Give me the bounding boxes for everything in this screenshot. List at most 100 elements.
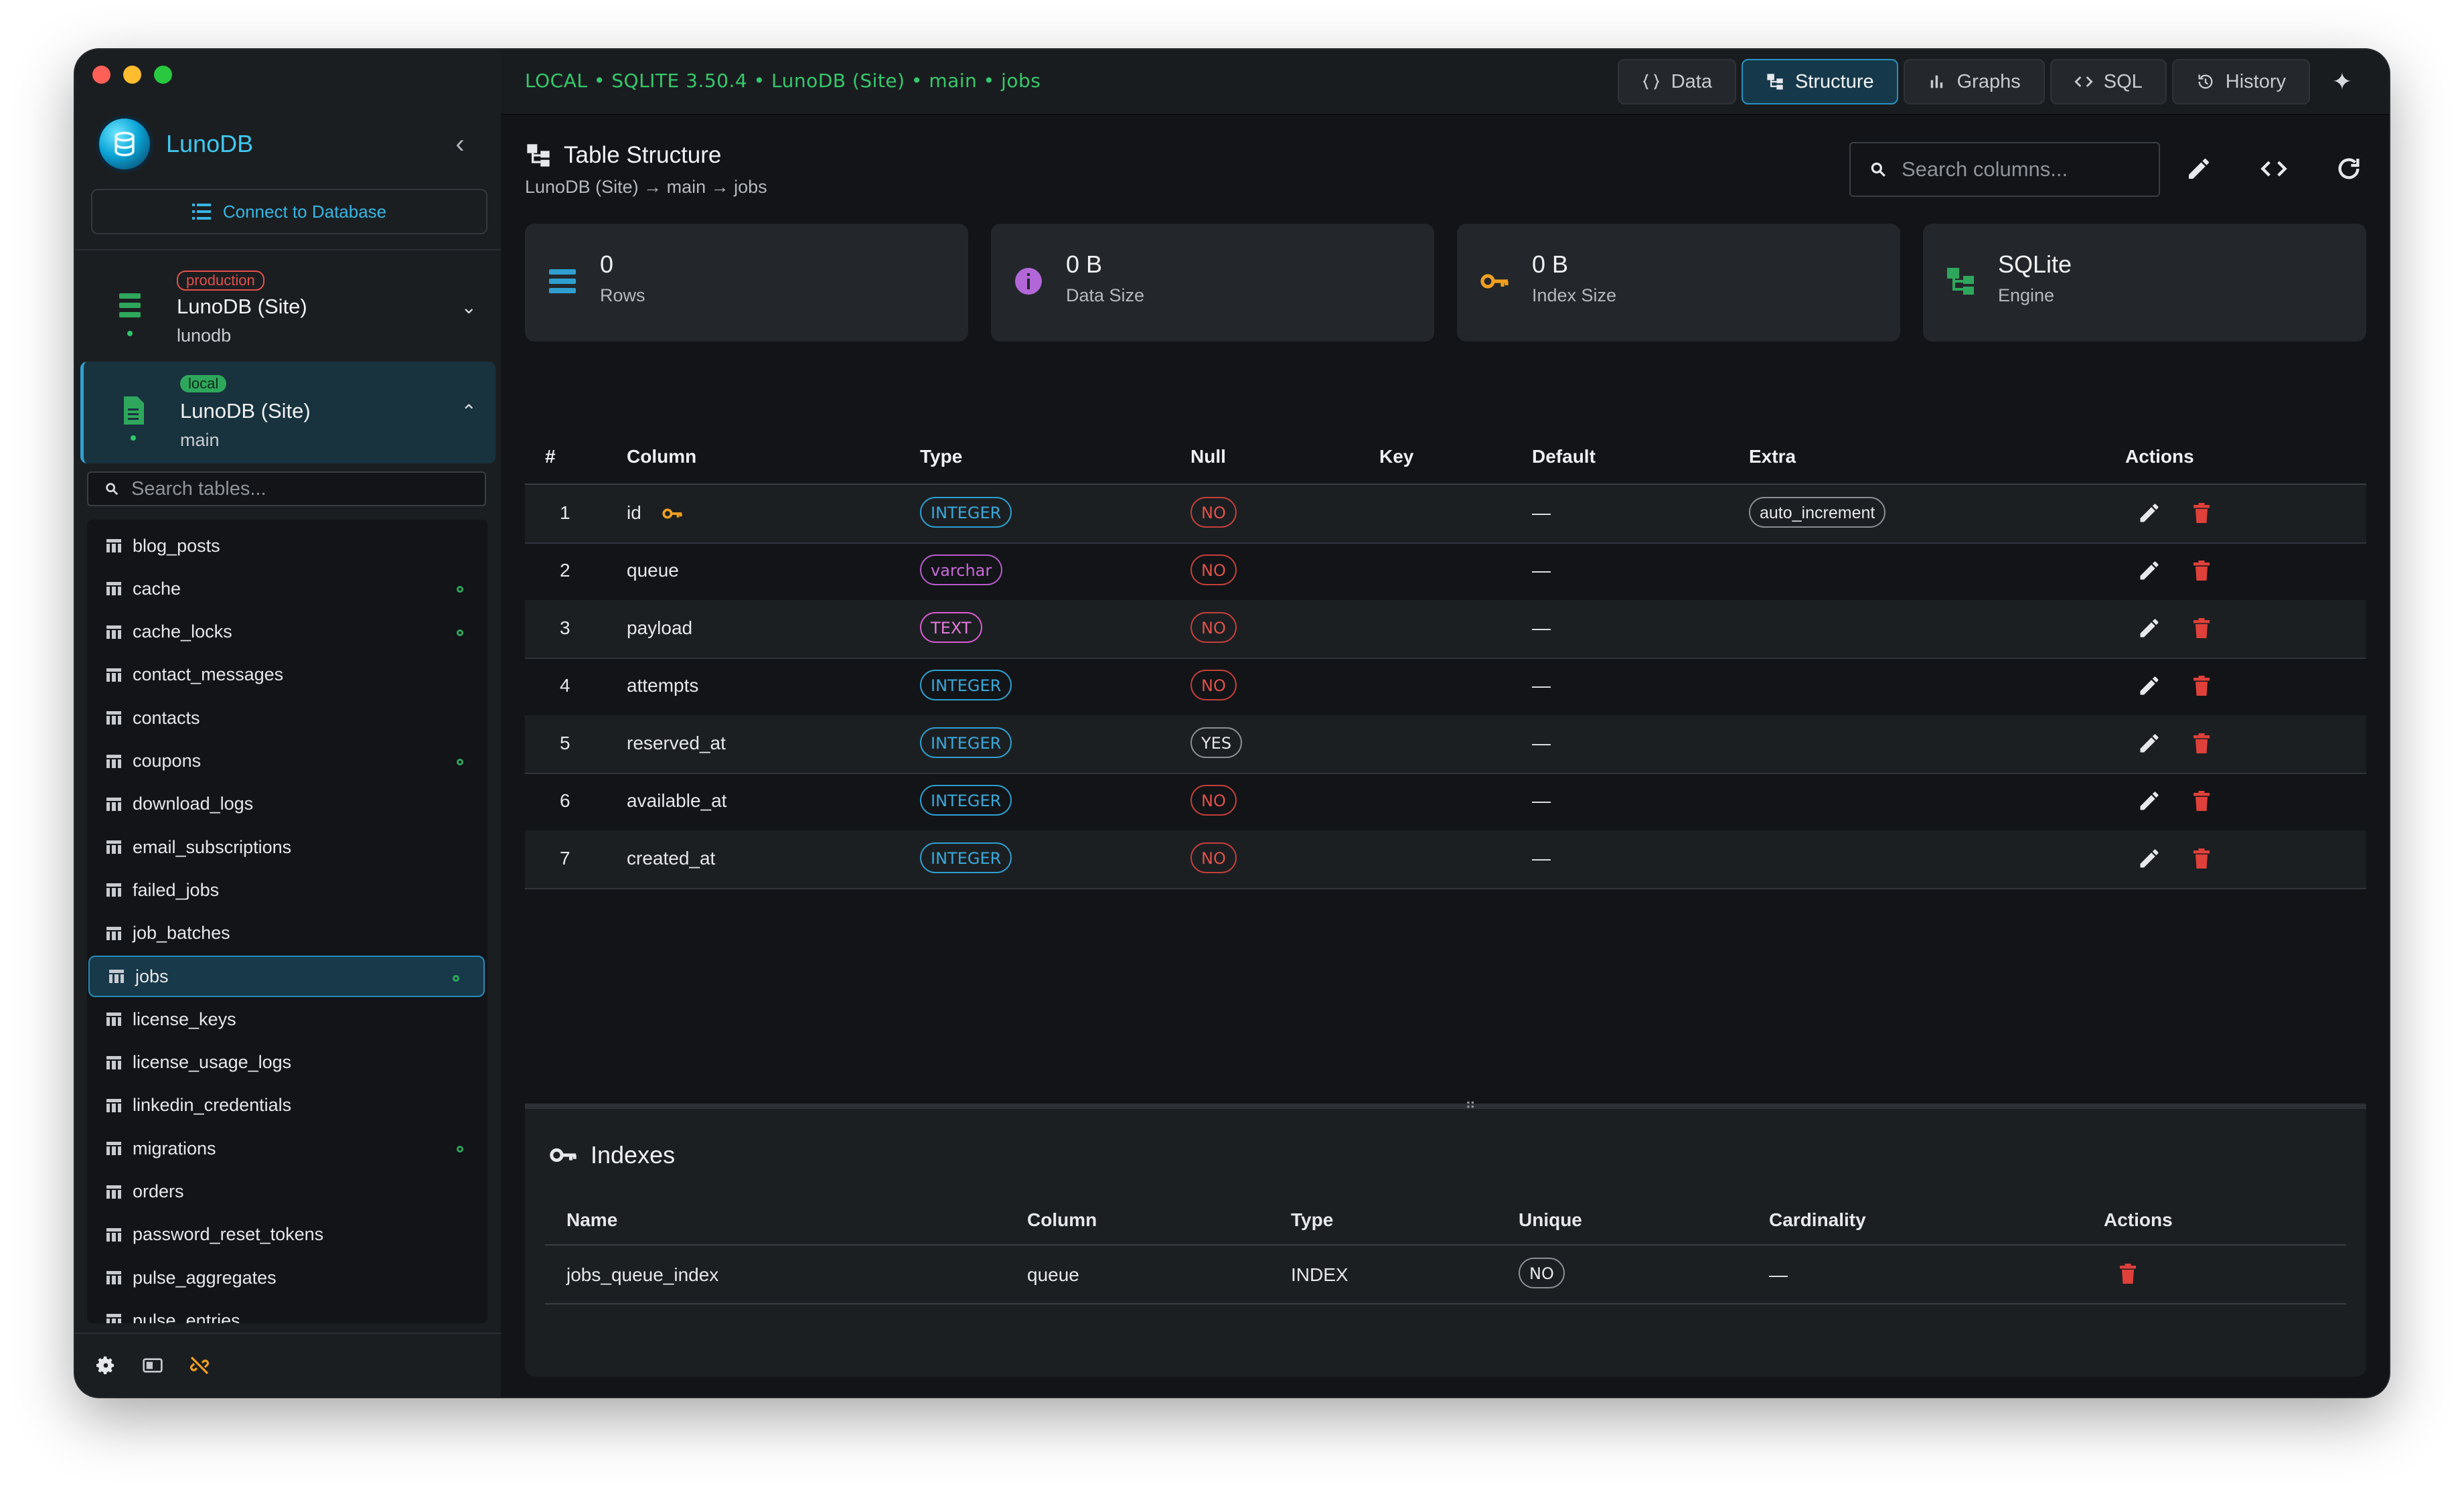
column-header[interactable]: Column <box>627 446 697 467</box>
connect-database-button[interactable]: Connect to Database <box>91 189 487 234</box>
refresh-button[interactable] <box>2330 150 2368 188</box>
panel-resize-handle[interactable]: ⠿ <box>525 1100 2366 1116</box>
tab-structure[interactable]: Structure <box>1741 59 1898 104</box>
chevron-up-icon[interactable]: ⌃ <box>461 401 477 422</box>
edit-column-button[interactable] <box>2137 616 2161 640</box>
connect-button-label: Connect to Database <box>222 201 387 222</box>
edit-column-button[interactable] <box>2137 789 2161 813</box>
delete-column-button[interactable] <box>2189 789 2214 813</box>
column-header: Type <box>1291 1209 1334 1230</box>
edit-column-button[interactable] <box>2137 846 2161 871</box>
tab-data[interactable]: Data <box>1617 59 1736 104</box>
table-icon <box>106 1227 121 1242</box>
table-row[interactable]: 5 reserved_at INTEGER YES — <box>525 715 2366 774</box>
default-value: — <box>1532 502 1551 523</box>
table-icon <box>106 754 121 768</box>
null-badge: NO <box>1190 670 1237 700</box>
table-row[interactable]: 3 payload TEXT NO — <box>525 600 2366 659</box>
window-controls <box>92 66 172 84</box>
zoom-window-button[interactable] <box>154 66 172 84</box>
delete-column-button[interactable] <box>2189 731 2214 755</box>
tab-graphs[interactable]: Graphs <box>1903 59 2045 104</box>
sidebar-footer <box>75 1333 501 1397</box>
column-header[interactable]: Default <box>1532 446 1596 467</box>
sidebar-table-item[interactable]: migrations <box>87 1128 487 1169</box>
sidebar-table-item[interactable]: contact_messages <box>87 654 487 696</box>
search-columns-input[interactable]: Search columns... <box>1849 142 2160 197</box>
edit-column-button[interactable] <box>2137 674 2161 698</box>
settings-gear-icon[interactable] <box>95 1355 117 1376</box>
sidebar-table-item[interactable]: contacts <box>87 697 487 739</box>
connection-name: LunoDB (Site) <box>180 399 311 423</box>
index-type: INDEX <box>1291 1264 1349 1285</box>
edit-structure-button[interactable] <box>2180 150 2218 188</box>
delete-column-button[interactable] <box>2189 501 2214 525</box>
search-tables-placeholder: Search tables... <box>131 477 266 500</box>
table-icon <box>106 883 121 897</box>
type-badge: INTEGER <box>920 785 1012 816</box>
sidebar-table-item[interactable]: failed_jobs <box>87 869 487 911</box>
stat-card-data-size: 0 B Data Size <box>991 224 1434 342</box>
sidebar-table-item[interactable]: pulse_aggregates <box>87 1257 487 1298</box>
sidebar-table-item[interactable]: download_logs <box>87 783 487 825</box>
table-row[interactable]: 4 attempts INTEGER NO — <box>525 658 2366 717</box>
table-row[interactable]: 2 queue varchar NO — <box>525 542 2366 601</box>
view-sql-button[interactable] <box>2255 150 2293 188</box>
type-badge: INTEGER <box>920 497 1012 528</box>
table-icon <box>106 539 121 552</box>
file-database-icon <box>124 396 144 425</box>
tab-sql[interactable]: SQL <box>2050 59 2167 104</box>
delete-column-button[interactable] <box>2189 674 2214 698</box>
sidebar-table-item[interactable]: license_keys <box>87 998 487 1040</box>
table-row[interactable]: 7 created_at INTEGER NO — <box>525 830 2366 889</box>
tab-label: Graphs <box>1956 70 2021 92</box>
minimize-window-button[interactable] <box>123 66 141 84</box>
tab-history[interactable]: History <box>2171 59 2310 104</box>
table-row[interactable]: 1 id INTEGER NO — auto_increment <box>525 485 2366 544</box>
column-header[interactable]: Extra <box>1749 446 1796 467</box>
brand: LunoDB ‹ <box>99 115 477 173</box>
type-badge: INTEGER <box>920 727 1012 758</box>
tab-label: Data <box>1671 70 1712 92</box>
close-window-button[interactable] <box>92 66 110 84</box>
delete-column-button[interactable] <box>2189 558 2214 583</box>
sidebar-table-item[interactable]: blog_posts <box>87 525 487 567</box>
search-tables-input[interactable]: Search tables... <box>87 471 486 506</box>
column-header[interactable]: Key <box>1379 446 1414 467</box>
stat-value: 0 B <box>1066 250 1103 278</box>
sidebar-table-item[interactable]: pulse_entries <box>87 1300 487 1323</box>
sidebar-table-item[interactable]: jobs <box>88 956 485 997</box>
sidebar-table-item[interactable]: password_reset_tokens <box>87 1214 487 1256</box>
panel-toggle-icon[interactable] <box>142 1355 163 1376</box>
tab-label: History <box>2225 70 2286 92</box>
breadcrumb: LunoDB (Site) → main → jobs <box>525 177 767 197</box>
sidebar-table-item[interactable]: orders <box>87 1171 487 1213</box>
edit-column-button[interactable] <box>2137 501 2161 525</box>
index-cardinality: — <box>1769 1264 1788 1285</box>
indexes-header: Name Column Type Unique Cardinality Acti… <box>545 1189 2346 1246</box>
collapse-sidebar-button[interactable]: ‹ <box>455 129 465 159</box>
type-badge: INTEGER <box>920 842 1012 873</box>
sidebar-table-item[interactable]: cache_locks <box>87 611 487 653</box>
connection-item-local[interactable]: local LunoDB (Site) main ⌃ <box>80 362 495 463</box>
sidebar-table-item[interactable]: email_subscriptions <box>87 826 487 868</box>
ai-sparkle-icon[interactable]: ✦ <box>2331 68 2353 95</box>
sidebar-table-item[interactable]: cache <box>87 568 487 609</box>
sidebar-table-item[interactable]: job_batches <box>87 913 487 954</box>
sidebar-table-item[interactable]: coupons <box>87 741 487 782</box>
delete-index-button[interactable] <box>2116 1262 2140 1286</box>
unlink-icon[interactable] <box>189 1355 210 1376</box>
delete-column-button[interactable] <box>2189 616 2214 640</box>
sidebar-table-item[interactable]: linkedin_credentials <box>87 1085 487 1126</box>
delete-column-button[interactable] <box>2189 846 2214 871</box>
edit-column-button[interactable] <box>2137 558 2161 583</box>
stat-value: 0 <box>600 250 614 278</box>
column-header[interactable]: Type <box>920 446 963 467</box>
sidebar-table-item[interactable]: license_usage_logs <box>87 1042 487 1083</box>
connection-item-production[interactable]: production LunoDB (Site) lunodb ⌄ <box>80 257 495 359</box>
table-row[interactable]: 6 available_at INTEGER NO — <box>525 773 2366 832</box>
chevron-down-icon[interactable]: ⌄ <box>461 297 477 317</box>
column-header[interactable]: Null <box>1190 446 1226 467</box>
sync-status-icon <box>453 975 459 982</box>
edit-column-button[interactable] <box>2137 731 2161 755</box>
